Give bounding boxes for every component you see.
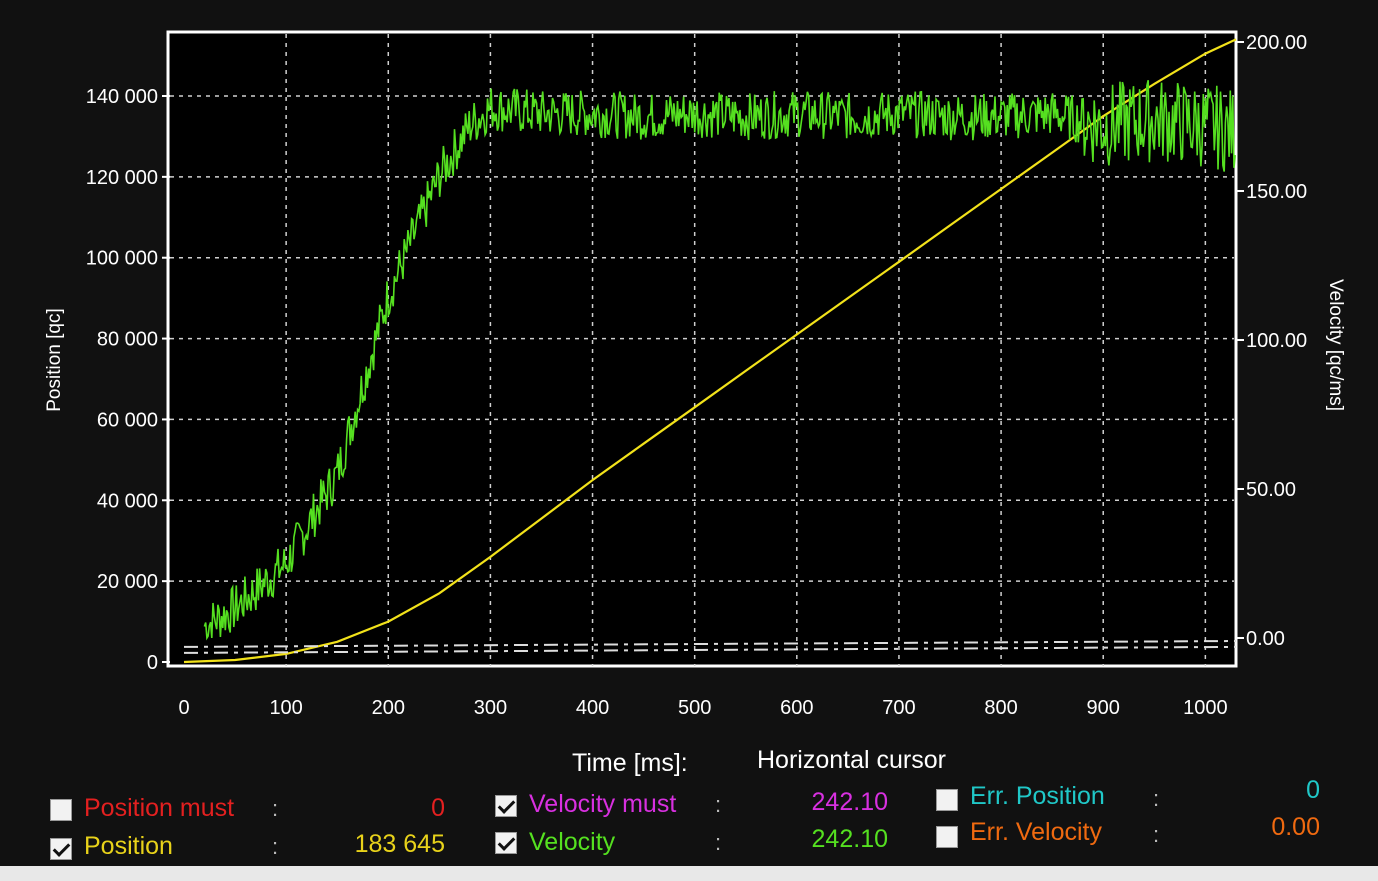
x-tick-label: 500	[678, 697, 711, 719]
x-tick-label: 1000	[1183, 697, 1228, 719]
err-position-separator: :	[1153, 786, 1160, 811]
y-tick-label: 140 000	[86, 86, 158, 108]
y-tick-label: 120 000	[86, 167, 158, 189]
cursor-label: Horizontal cursor	[757, 746, 946, 774]
y2-axis-title: Velocity [qc/ms]	[1325, 279, 1346, 411]
series-velocity-must-line	[183, 640, 1237, 648]
err-velocity-checkbox[interactable]	[936, 826, 958, 848]
y2-tick-label: 50.00	[1246, 479, 1296, 501]
y-tick-label: 100 000	[86, 248, 158, 270]
y-axis-title: Position [qc]	[44, 308, 65, 412]
series-velocity-line	[203, 80, 1236, 641]
position-must-checkbox[interactable]	[50, 799, 72, 821]
err-position-value: 0	[1306, 776, 1320, 804]
y-tick-label: 0	[147, 652, 158, 674]
err-velocity-label: Err. Velocity	[970, 818, 1102, 846]
x-tick-label: 900	[1087, 697, 1120, 719]
err-position-label: Err. Position	[970, 782, 1105, 810]
y-tick-label: 60 000	[97, 409, 158, 431]
velocity-must-value: 242.10	[811, 788, 888, 816]
position-must-value: 0	[431, 794, 445, 822]
err-velocity-value: 0.00	[1271, 813, 1320, 841]
y-tick-label: 80 000	[97, 329, 158, 351]
y2-tick-label: 0.00	[1246, 628, 1285, 650]
x-tick-label: 700	[882, 697, 915, 719]
velocity-checkbox[interactable]	[495, 832, 517, 854]
velocity-separator: :	[715, 830, 722, 855]
x-tick-label: 600	[780, 697, 813, 719]
x-tick-label: 100	[269, 697, 302, 719]
y2-axis-ticks: 0.00 50.00 100.00 150.00 200.00	[1236, 32, 1307, 650]
position-must-separator: :	[272, 796, 279, 821]
position-checkbox[interactable]	[50, 838, 72, 860]
x-axis-ticks: 0 100 200 300 400 500 600 700 800 900 1000	[178, 697, 1227, 719]
position-must-label: Position must	[84, 794, 235, 822]
x-tick-label: 800	[984, 697, 1017, 719]
monitor-bezel	[0, 866, 1378, 881]
y2-tick-label: 150.00	[1246, 181, 1307, 203]
err-position-checkbox[interactable]	[936, 789, 958, 811]
err-velocity-separator: :	[1153, 822, 1160, 847]
y-axis-ticks: 0 20 000 40 000 60 000 80 000 100 000 120 000 1…	[86, 86, 170, 674]
series-err-position-line	[183, 645, 1237, 654]
velocity-value: 242.10	[811, 825, 888, 853]
y2-tick-label: 200.00	[1246, 32, 1307, 54]
velocity-must-checkbox[interactable]	[495, 795, 517, 817]
position-label: Position	[84, 832, 173, 860]
x-axis-title: Time [ms]:	[572, 749, 688, 777]
velocity-label: Velocity	[529, 828, 616, 856]
y-tick-label: 40 000	[97, 490, 158, 512]
velocity-must-label: Velocity must	[529, 790, 677, 818]
x-tick-label: 400	[576, 697, 609, 719]
grid	[170, 34, 1234, 666]
y-tick-label: 20 000	[97, 571, 158, 593]
x-tick-label: 300	[474, 697, 507, 719]
velocity-must-separator: :	[715, 792, 722, 817]
position-separator: :	[272, 834, 279, 859]
x-tick-label: 0	[178, 697, 189, 719]
y2-tick-label: 100.00	[1246, 330, 1307, 352]
position-value: 183 645	[354, 830, 445, 858]
x-tick-label: 200	[372, 697, 405, 719]
series-group	[183, 38, 1237, 664]
